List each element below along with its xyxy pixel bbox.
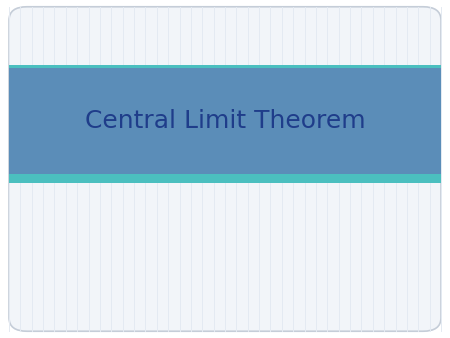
Text: Central Limit Theorem: Central Limit Theorem bbox=[85, 109, 365, 133]
FancyBboxPatch shape bbox=[9, 7, 441, 331]
Bar bbox=[9, 65, 441, 68]
Bar bbox=[9, 174, 441, 183]
Bar bbox=[9, 68, 441, 174]
